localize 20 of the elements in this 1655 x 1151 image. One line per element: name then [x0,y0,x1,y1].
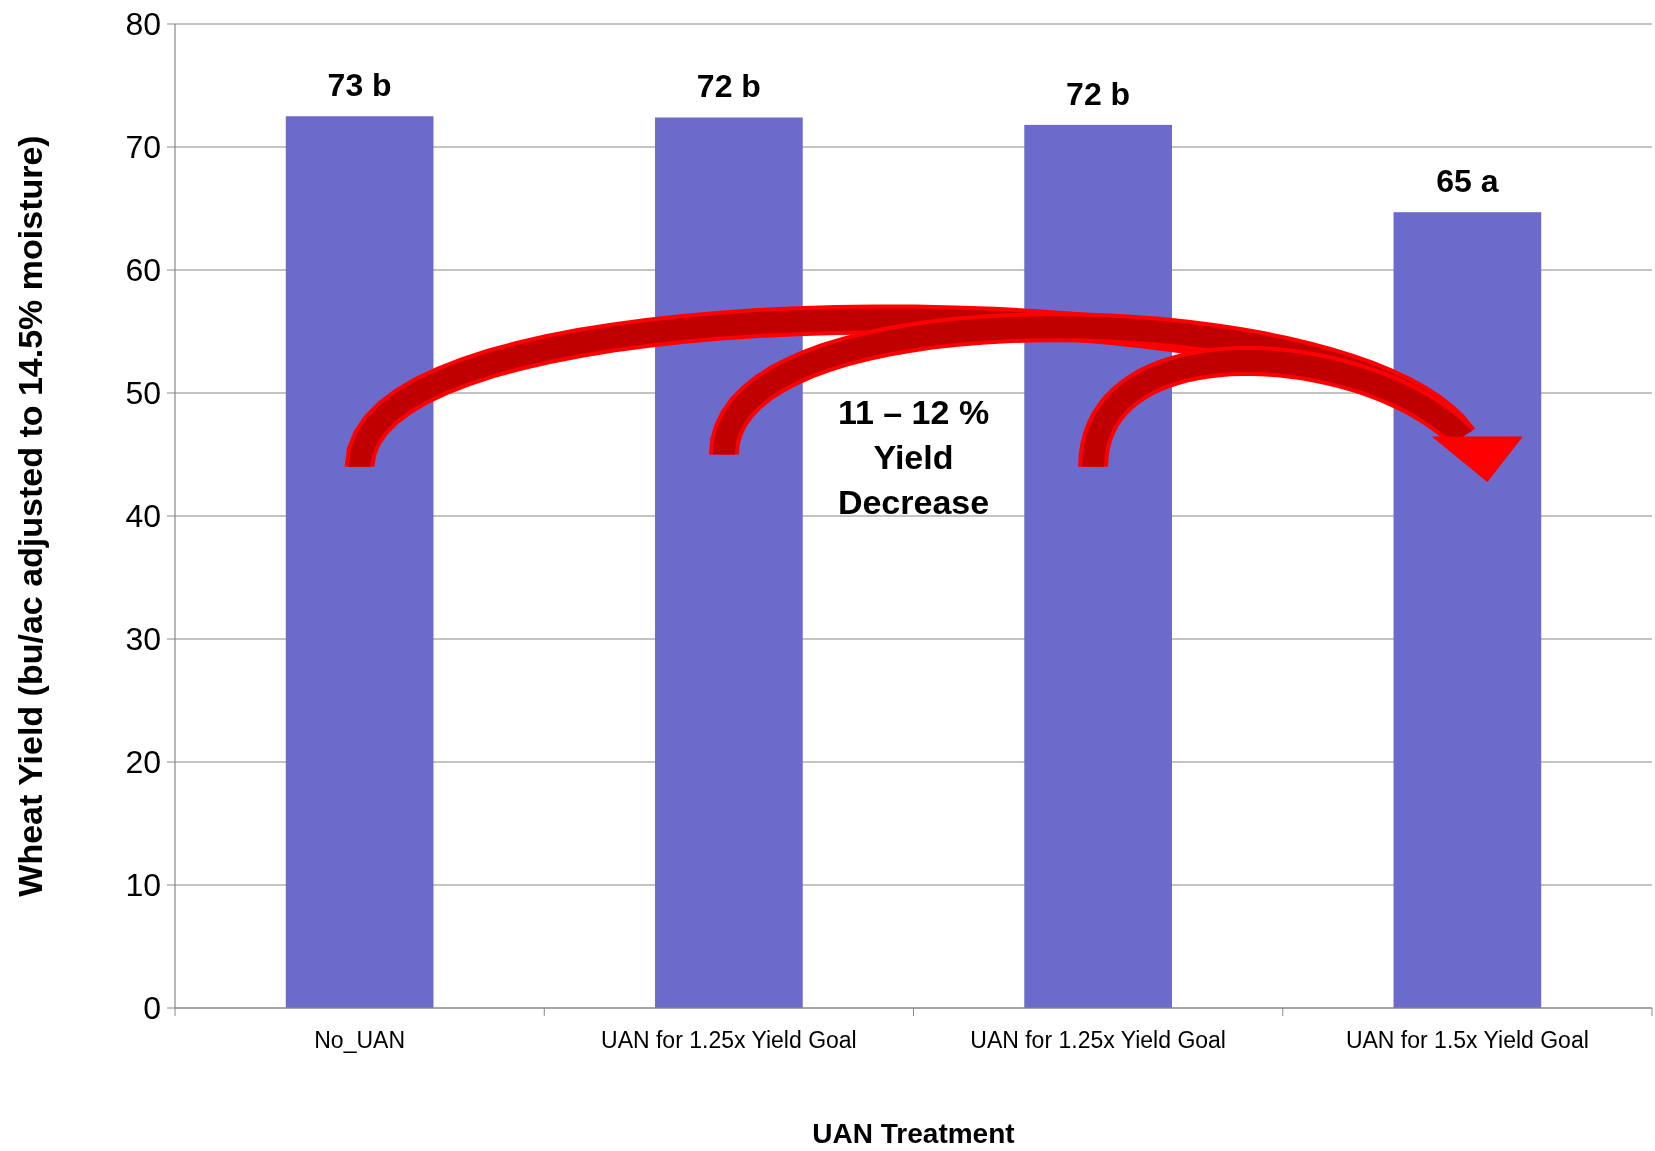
y-tick-label: 30 [125,621,161,658]
y-tick-label: 50 [125,375,161,412]
x-tick-label: UAN for 1.25x Yield Goal [970,1027,1226,1053]
y-tick-label: 70 [125,129,161,166]
y-tick-label: 60 [125,252,161,289]
x-axis-title: UAN Treatment [812,1118,1015,1149]
y-tick-label: 40 [125,498,161,535]
y-tick-label: 20 [125,744,161,781]
y-tick-label: 10 [125,867,161,904]
x-tick-label: UAN for 1.5x Yield Goal [1345,1027,1589,1053]
data-label: 72 b [1066,75,1131,112]
annotation: 11 – 12 % Yield Decrease [837,392,990,521]
y-tick-label: 80 [125,6,161,43]
y-tick-label: 0 [143,990,161,1027]
data-label: 73 b [327,67,392,104]
x-tick-label: No_UAN [314,1027,406,1053]
data-label: 65 a [1436,163,1499,200]
data-label: 72 b [696,68,761,105]
x-tick-label: UAN for 1.25x Yield Goal [601,1027,857,1053]
y-axis-title: Wheat Yield (bu/ac adjusted to 14.5% moisture) [11,135,49,897]
